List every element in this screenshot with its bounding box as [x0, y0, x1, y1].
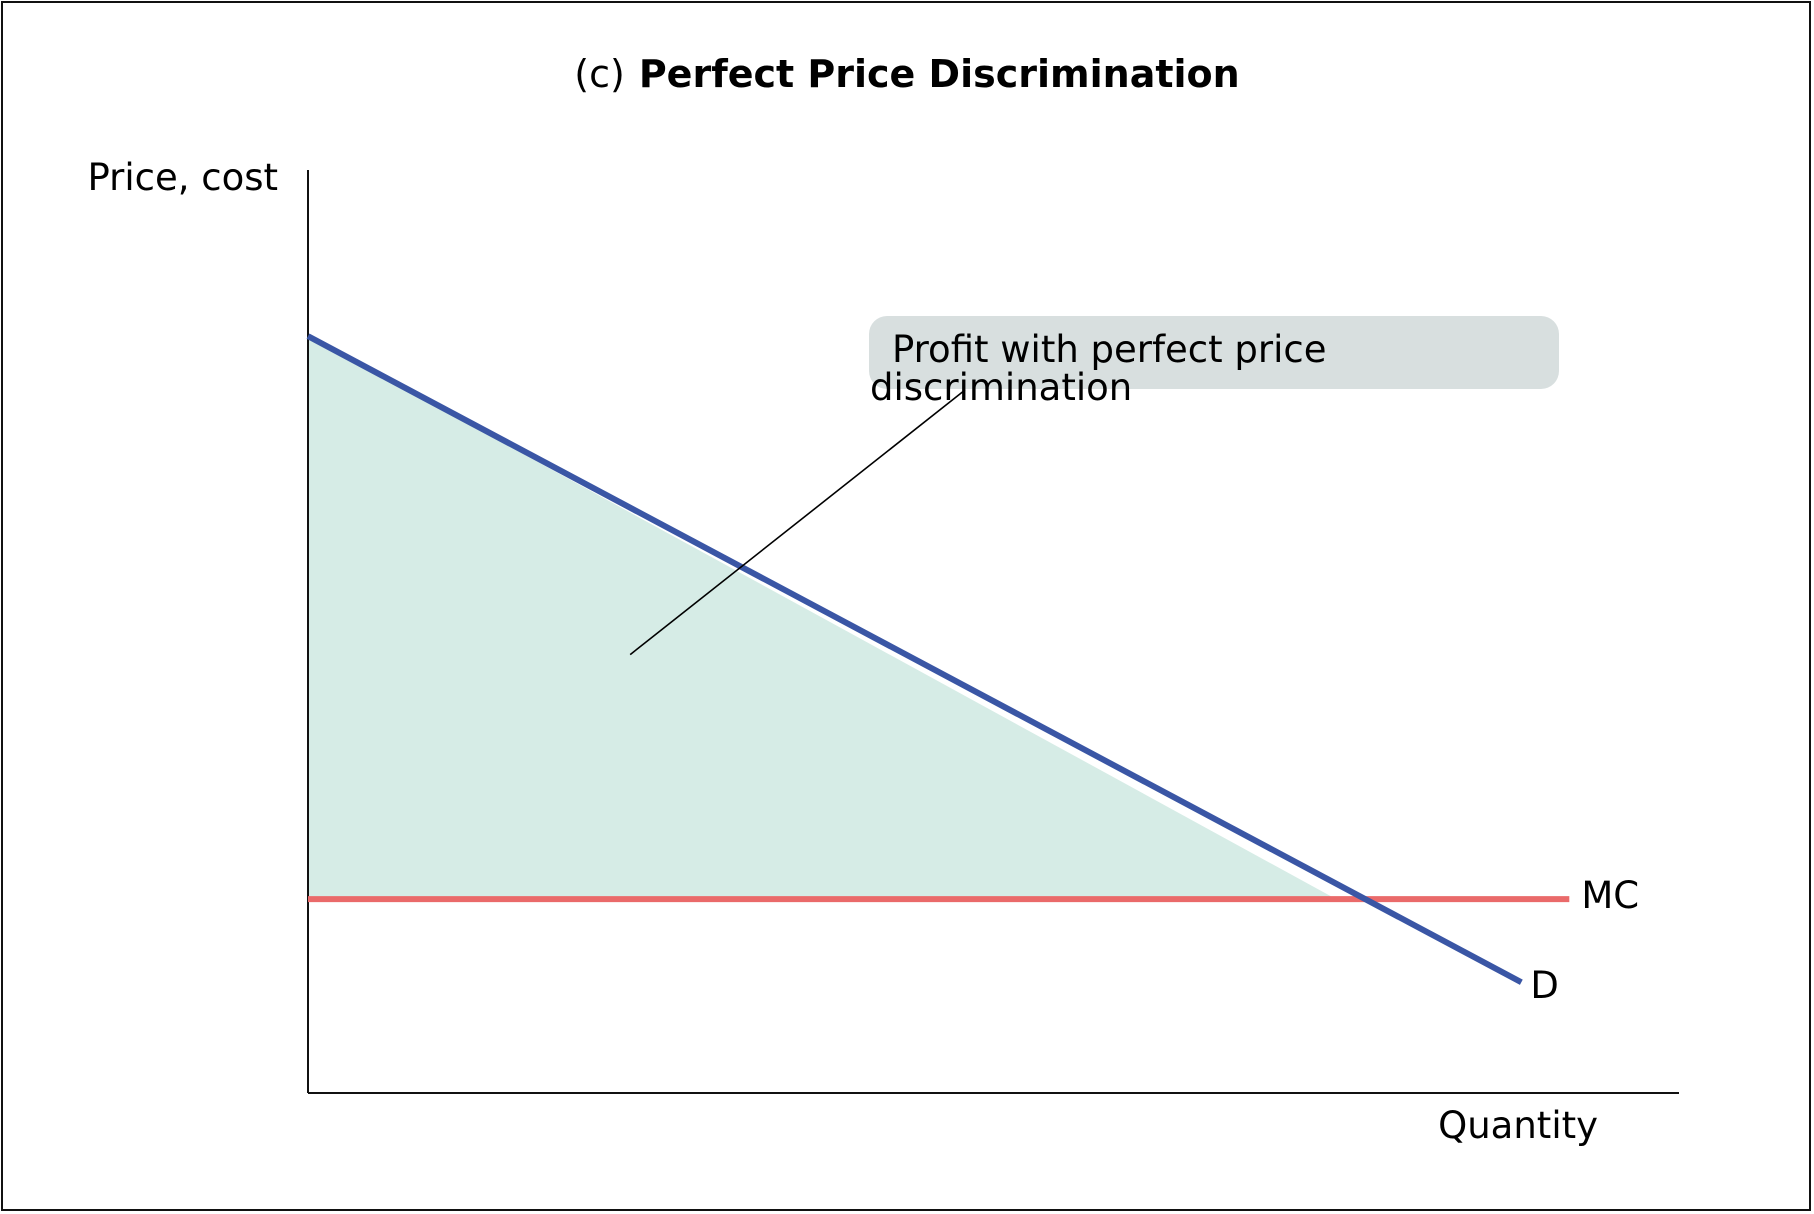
annotation-text-line2: discrimination — [870, 366, 1132, 409]
chart-title-prefix: (c) — [574, 52, 625, 96]
annotation-text-line1: Profit with perfect price — [892, 328, 1326, 371]
chart-title: (c) Perfect Price Discrimination — [574, 52, 1239, 96]
mc-curve-label: MC — [1581, 874, 1639, 917]
chart-title-main: Perfect Price Discrimination — [639, 52, 1240, 96]
annotation-pointer — [629, 389, 966, 656]
demand-curve — [306, 333, 1523, 985]
x-axis-label: Quantity — [1438, 1104, 1598, 1147]
profit-shaded-area — [308, 336, 1337, 900]
annotation-box — [869, 316, 1559, 389]
y-axis-label: Price, cost — [87, 156, 278, 199]
demand-curve-label: D — [1530, 964, 1559, 1007]
